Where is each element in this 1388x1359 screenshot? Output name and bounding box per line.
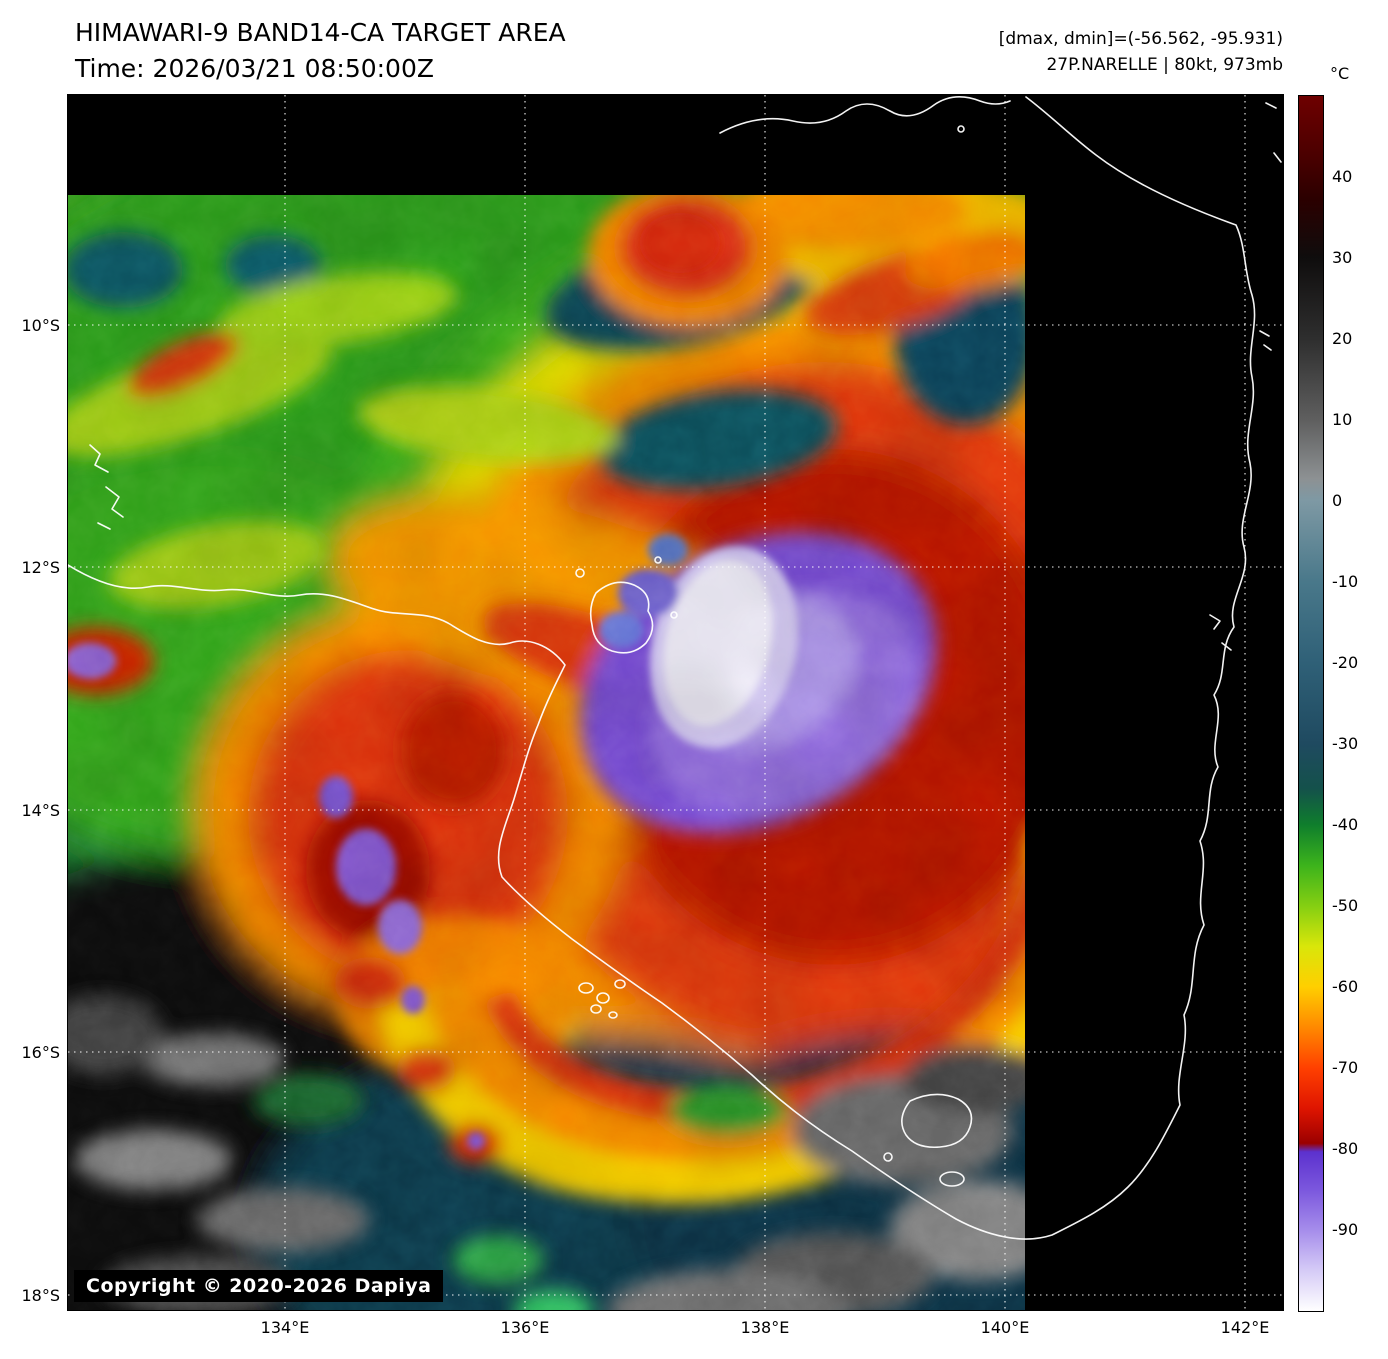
colorbar-tick-20: 20 — [1332, 329, 1353, 348]
colorbar-tick-40: 40 — [1332, 167, 1353, 186]
colorbar-tick-n60: -60 — [1332, 977, 1359, 996]
copyright-badge: Copyright © 2020-2026 Dapiya — [74, 1270, 444, 1302]
colorbar — [1298, 95, 1324, 1312]
dmax-dmin-readout: [dmax, dmin]=(-56.562, -95.931) — [998, 29, 1283, 49]
colorbar-tick-n50: -50 — [1332, 896, 1359, 915]
coastline-overlay — [67, 96, 1282, 1240]
figure-title: HIMAWARI-9 BAND14-CA TARGET AREA — [75, 18, 566, 47]
lon-label-136e: 136°E — [500, 1318, 550, 1337]
colorbar-tick-n20: -20 — [1332, 653, 1359, 672]
lat-label-16s: 16°S — [21, 1043, 60, 1062]
map-plot: Copyright © 2020-2026 Dapiya — [67, 95, 1283, 1310]
colorbar-tick-n70: -70 — [1332, 1058, 1359, 1077]
colorbar-tick-30: 30 — [1332, 248, 1353, 267]
grid-lines — [68, 95, 1283, 1310]
imagery-layer — [68, 195, 1025, 1310]
lon-label-138e: 138°E — [740, 1318, 790, 1337]
colorbar-tick-n90: -90 — [1332, 1220, 1359, 1239]
colorbar-unit-label: °C — [1330, 64, 1350, 83]
colorbar-tick-n10: -10 — [1332, 572, 1359, 591]
colorbar-tick-n40: -40 — [1332, 815, 1359, 834]
lat-label-12s: 12°S — [21, 558, 60, 577]
figure-time: Time: 2026/03/21 08:50:00Z — [75, 54, 434, 83]
colorbar-tick-10: 10 — [1332, 410, 1353, 429]
colorbar-tick-n30: -30 — [1332, 734, 1359, 753]
lon-label-142e: 142°E — [1220, 1318, 1270, 1337]
satellite-imagery — [67, 95, 1283, 1310]
lat-label-10s: 10°S — [21, 316, 60, 335]
lon-label-140e: 140°E — [980, 1318, 1030, 1337]
header-right: [dmax, dmin]=(-56.562, -95.931) 27P.NARE… — [999, 26, 1283, 78]
colorbar-tick-0: 0 — [1332, 491, 1343, 510]
lon-label-134e: 134°E — [260, 1318, 310, 1337]
colorbar-tick-n80: -80 — [1332, 1139, 1359, 1158]
storm-info: 27P.NARELLE | 80kt, 973mb — [1046, 55, 1283, 75]
lat-label-14s: 14°S — [21, 801, 60, 820]
lat-label-18s: 18°S — [21, 1286, 60, 1305]
